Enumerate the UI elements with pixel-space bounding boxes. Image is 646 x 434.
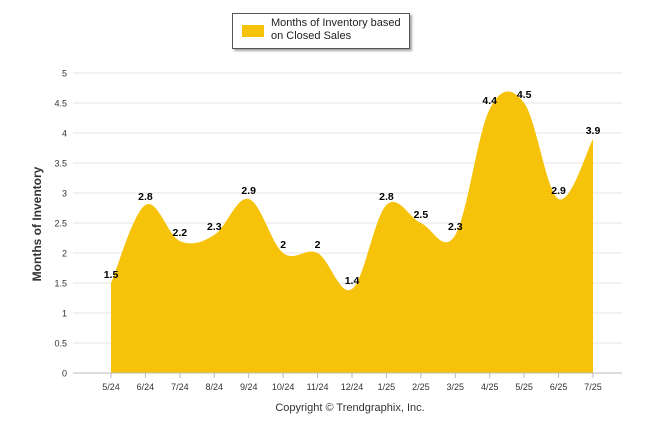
legend-swatch [242,25,264,37]
x-tick-label: 2/25 [412,382,430,392]
data-label: 1.5 [104,269,119,281]
y-tick-label: 4.5 [54,99,67,109]
legend-label: Months of Inventory based on Closed Sale… [271,17,401,42]
axes: 0 0.5 1 1.5 2 2.5 3 3.5 4 4.5 5 5/24 6/24 7/24 8/24 9/2… [54,69,622,392]
y-tick-label: 3 [62,189,67,199]
x-tick-label: 6/24 [137,382,155,392]
y-tick-label: 0 [62,369,67,379]
y-axis-title: Months of Inventory [30,166,44,281]
x-tick-label: 6/25 [550,382,568,392]
y-tick-label: 5 [62,69,67,79]
x-tick-label: 1/25 [378,382,396,392]
y-tick-label: 2.5 [54,219,67,229]
data-label: 2.3 [448,221,463,233]
x-tick-label: 10/24 [272,382,295,392]
y-tick-label: 1.5 [54,279,67,289]
data-label: 1.4 [345,275,360,287]
data-label: 2.8 [379,191,394,203]
y-tick-label: 0.5 [54,339,67,349]
area-series [111,91,594,374]
data-label: 2 [280,239,286,251]
data-label: 2 [315,239,321,251]
x-tick-label: 3/25 [447,382,465,392]
data-label: 4.4 [482,95,497,107]
x-tick-label: 4/25 [481,382,499,392]
data-labels: 1.5 2.8 2.2 2.3 2.9 2 2 1.4 2.8 2.5 2.3 4.4 4.5 2.9 3.… [104,89,601,287]
data-label: 2.2 [173,227,188,239]
copyright-text: Copyright © Trendgraphix, Inc. [275,402,425,414]
x-tick-label: 8/24 [206,382,224,392]
x-tick-label: 9/24 [240,382,258,392]
y-tick-label: 3.5 [54,159,67,169]
data-label: 2.9 [241,185,256,197]
x-tick-label: 12/24 [341,382,364,392]
x-tick-label: 7/24 [171,382,189,392]
x-tick-label: 11/24 [307,382,329,392]
y-tick-label: 2 [62,249,67,259]
y-tick-label: 1 [62,309,67,319]
data-label: 2.9 [551,185,566,197]
data-label: 4.5 [517,89,532,101]
y-tick-label: 4 [62,129,67,139]
x-tick-label: 7/25 [584,382,602,392]
data-label: 2.3 [207,221,222,233]
data-label: 2.5 [414,209,429,221]
data-label: 2.8 [138,191,153,203]
x-tick-label: 5/24 [102,382,120,392]
legend: Months of Inventory based on Closed Sale… [232,13,410,49]
series-area [111,91,594,374]
x-tick-label: 5/25 [515,382,533,392]
data-label: 3.9 [586,125,601,137]
